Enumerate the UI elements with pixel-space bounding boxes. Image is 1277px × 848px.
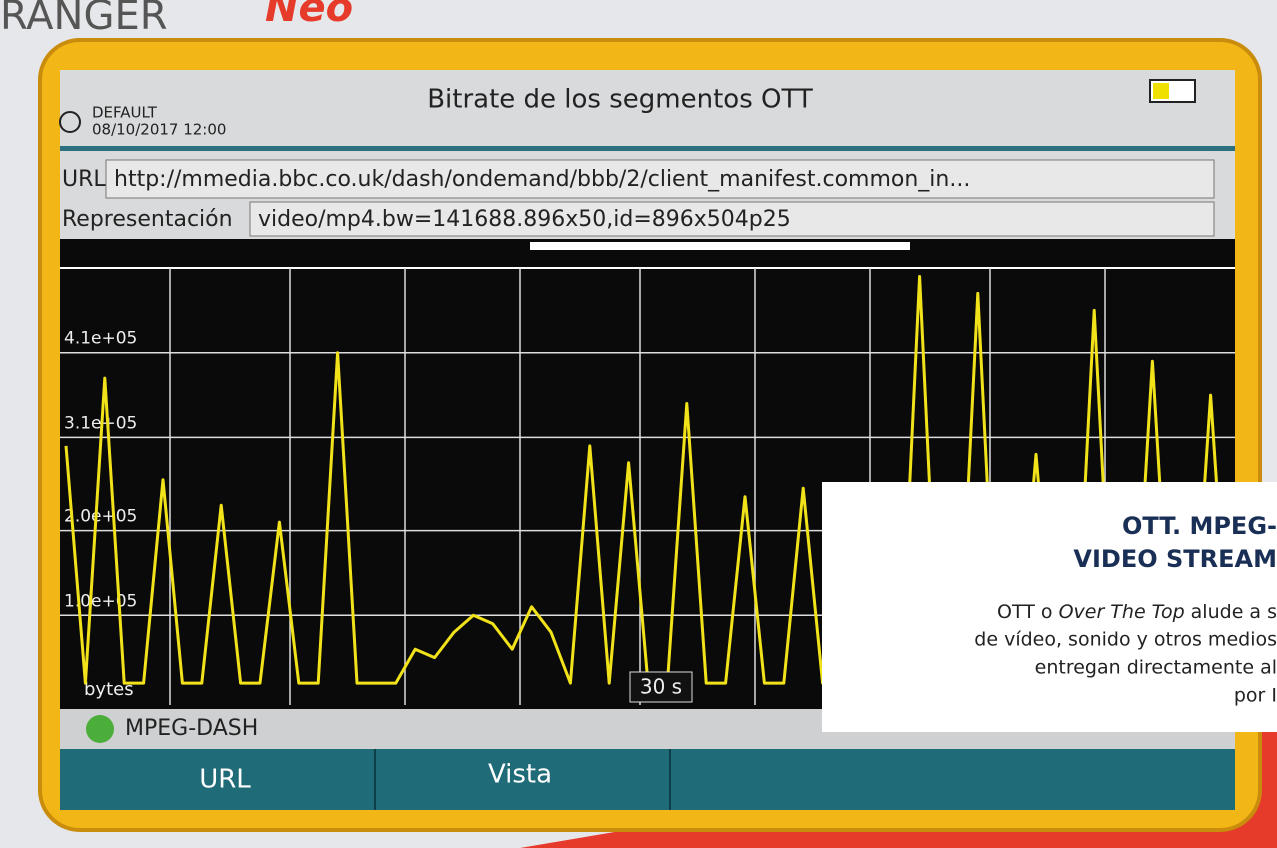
button-bar [60, 749, 1235, 810]
target-icon [59, 111, 81, 133]
overlay-box [822, 482, 1277, 732]
overlay-text: entregan directamente al [1035, 657, 1277, 679]
y-tick-label: 1.0e+05 [64, 591, 137, 611]
overlay-text: OTT o Over The Top alude a s [997, 601, 1277, 623]
overlay-text: por I [1234, 685, 1277, 707]
ok-icon [86, 715, 114, 743]
text-italic: Over The Top [1059, 601, 1185, 623]
x-label-box [629, 671, 693, 703]
status: MPEG-DASH [125, 716, 258, 741]
header-bar [60, 70, 1235, 150]
screen-title: Bitrate de los segmentos OTT [427, 85, 813, 115]
y-axis-label: bytes [84, 679, 134, 700]
button-label: Vista [488, 760, 552, 790]
rep-label: Representación [62, 207, 233, 232]
url: http://mmedia.bbc.co.uk/dash/ondemand/bb… [114, 167, 970, 192]
scroll-bar[interactable] [530, 242, 910, 250]
overlay-text: de vídeo, sonido y otros medios [974, 629, 1277, 651]
y-tick-label: 4.1e+05 [64, 329, 137, 349]
datetime: 08/10/2017 12:00 [92, 121, 226, 139]
url-label: URL [62, 167, 106, 192]
brand: RANGER [0, 0, 168, 39]
representation: video/mp4.bw=141688.896x50,id=896x504p25 [258, 207, 791, 232]
url-field[interactable] [105, 159, 1215, 199]
text-part: OTT o [997, 601, 1059, 623]
button-label: URL [199, 765, 251, 795]
brand-model: Neo [265, 0, 353, 31]
rep-field[interactable] [249, 201, 1215, 237]
header-line [60, 146, 1235, 151]
overlay-title: VIDEO STREAM [1073, 545, 1277, 573]
text-part: alude a s [1185, 601, 1277, 623]
battery-level [1153, 83, 1169, 99]
y-tick-label: 2.0e+05 [64, 507, 137, 527]
x-label: 30 s [640, 675, 682, 699]
overlay-title: OTT. MPEG- [1122, 512, 1277, 540]
profile: DEFAULT [92, 104, 158, 122]
